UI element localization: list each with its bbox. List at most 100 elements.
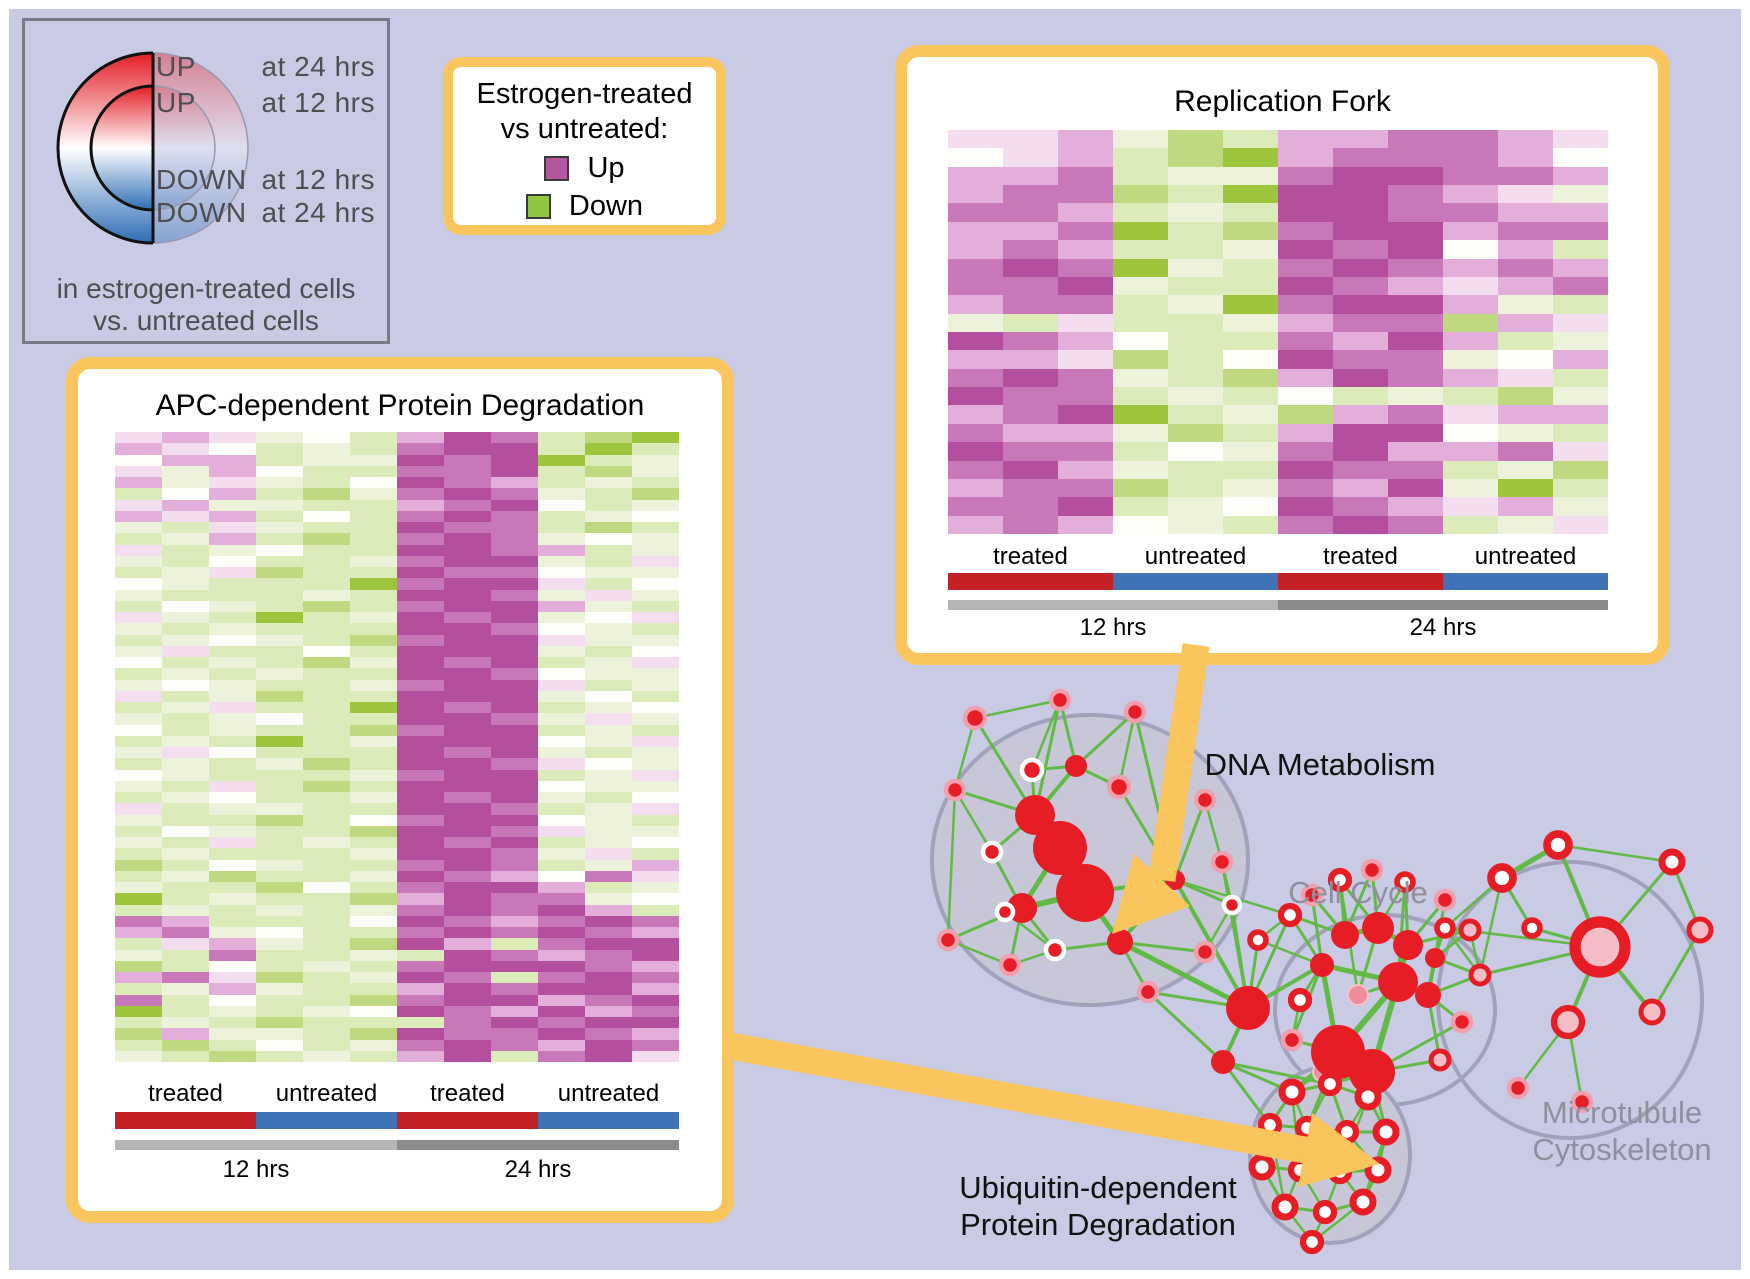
- heatmap-cell: [350, 645, 397, 657]
- heatmap-cell: [538, 488, 585, 500]
- heatmap-cell: [162, 859, 209, 871]
- heatmap-cell: [162, 465, 209, 477]
- heatmap-cell: [350, 972, 397, 984]
- heatmap-cell: [491, 814, 538, 826]
- heatmap-cell: [350, 960, 397, 972]
- heatmap-cell: [303, 623, 350, 635]
- heatmap-cell: [444, 443, 491, 455]
- heatmap-cell: [1003, 258, 1058, 277]
- heatmap-cell: [1498, 240, 1553, 259]
- heatmap-cell: [115, 499, 162, 511]
- heatmap-cell: [632, 882, 679, 894]
- heatmap-cell: [585, 769, 632, 781]
- heatmap-cell: [209, 870, 256, 882]
- heatmap-cell: [1223, 148, 1278, 167]
- heatmap-cell: [256, 634, 303, 646]
- heatmap-cell: [491, 713, 538, 725]
- heatmap-cell: [303, 544, 350, 556]
- heatmap-cell: [444, 927, 491, 939]
- cluster-label-ubiquitin-line2: Protein Degradation: [960, 1207, 1236, 1242]
- heatmap-cell: [303, 634, 350, 646]
- heatmap-cell: [303, 893, 350, 905]
- heatmap-cell: [491, 690, 538, 702]
- heatmap-cell: [1388, 313, 1443, 332]
- heatmap-cell: [444, 567, 491, 579]
- heatmap-cell: [491, 465, 538, 477]
- heatmap-cell: [397, 949, 444, 961]
- heatmap-cell: [350, 477, 397, 489]
- heatmap-cell: [1003, 240, 1058, 259]
- heatmap-cell: [632, 454, 679, 466]
- heatmap-cell: [444, 713, 491, 725]
- group-label: untreated: [1474, 543, 1577, 570]
- heatmap-cell: [948, 258, 1003, 277]
- heatmap-cell: [256, 600, 303, 612]
- heatmap-cell: [1278, 497, 1333, 516]
- timepoint-labels: 12 hrs 24 hrs: [115, 1156, 679, 1184]
- heatmap-cell: [162, 1028, 209, 1040]
- heatmap-cell: [209, 1039, 256, 1051]
- heatmap-cell: [397, 927, 444, 939]
- heatmap-cell: [538, 702, 585, 714]
- heatmap-cell: [256, 578, 303, 590]
- heatmap-cell: [115, 578, 162, 590]
- legend-caption-line2: vs. untreated cells: [93, 305, 319, 336]
- group-label: treated: [1323, 543, 1398, 570]
- heatmap-cell: [1388, 423, 1443, 443]
- heatmap-cell: [1168, 240, 1223, 259]
- heatmap-cell: [350, 870, 397, 882]
- updown-legend-title-line2: vs untreated:: [500, 113, 669, 145]
- heatmap-cell: [491, 544, 538, 556]
- heatmap-cell: [256, 825, 303, 837]
- heatmap-cell: [585, 904, 632, 916]
- heatmap-cell: [444, 1017, 491, 1029]
- heatmap-cell: [256, 1039, 303, 1051]
- heatmap-cell: [397, 443, 444, 455]
- heatmap-cell: [632, 735, 679, 747]
- legend-item-up: Up: [544, 152, 625, 185]
- heatmap-cell: [632, 668, 679, 680]
- heatmap-cell: [491, 1005, 538, 1017]
- heatmap-cell: [1058, 276, 1113, 296]
- time-label: at 24 hrs: [261, 197, 375, 228]
- heatmap-cell: [491, 949, 538, 961]
- heatmap-cell: [585, 600, 632, 612]
- heatmap-cell: [256, 904, 303, 916]
- heatmap-cell: [948, 221, 1003, 241]
- heatmap-cell: [162, 915, 209, 927]
- heatmap-cell: [538, 972, 585, 984]
- heatmap-cell: [303, 1039, 350, 1051]
- heatmap-cell: [948, 350, 1003, 369]
- heatmap-cell: [585, 724, 632, 736]
- heatmap-cell: [115, 702, 162, 714]
- heatmap-cell: [256, 747, 303, 759]
- heatmap-cell: [303, 814, 350, 826]
- heatmap-cell: [115, 510, 162, 522]
- heatmap-cell: [585, 555, 632, 567]
- heatmap-cell: [209, 882, 256, 894]
- heatmap-cell: [491, 972, 538, 984]
- heatmap-cell: [115, 825, 162, 837]
- heatmap-cell: [538, 657, 585, 669]
- heatmap-cell: [256, 938, 303, 950]
- heatmap-cell: [162, 837, 209, 849]
- heatmap-cell: [1223, 387, 1278, 406]
- bar-24hrs: [397, 1140, 679, 1150]
- heatmap-cell: [491, 623, 538, 635]
- heatmap-cell: [162, 1039, 209, 1051]
- heatmap-cell: [1333, 368, 1388, 388]
- heatmap-cell: [162, 938, 209, 950]
- heatmap-cell: [1278, 460, 1333, 479]
- heatmap-cell: [115, 1039, 162, 1051]
- heatmap-cell: [585, 488, 632, 500]
- heatmap-cell: [632, 510, 679, 522]
- heatmap-cell: [1168, 460, 1223, 479]
- heatmap-cell: [209, 465, 256, 477]
- heatmap-cell: [538, 645, 585, 657]
- heatmap-cell: [162, 769, 209, 781]
- heatmap-cell: [303, 803, 350, 815]
- heatmap-cell: [632, 578, 679, 590]
- heatmap-cell: [585, 679, 632, 691]
- treated-bar-segment: [115, 1112, 256, 1129]
- heatmap-cell: [350, 893, 397, 905]
